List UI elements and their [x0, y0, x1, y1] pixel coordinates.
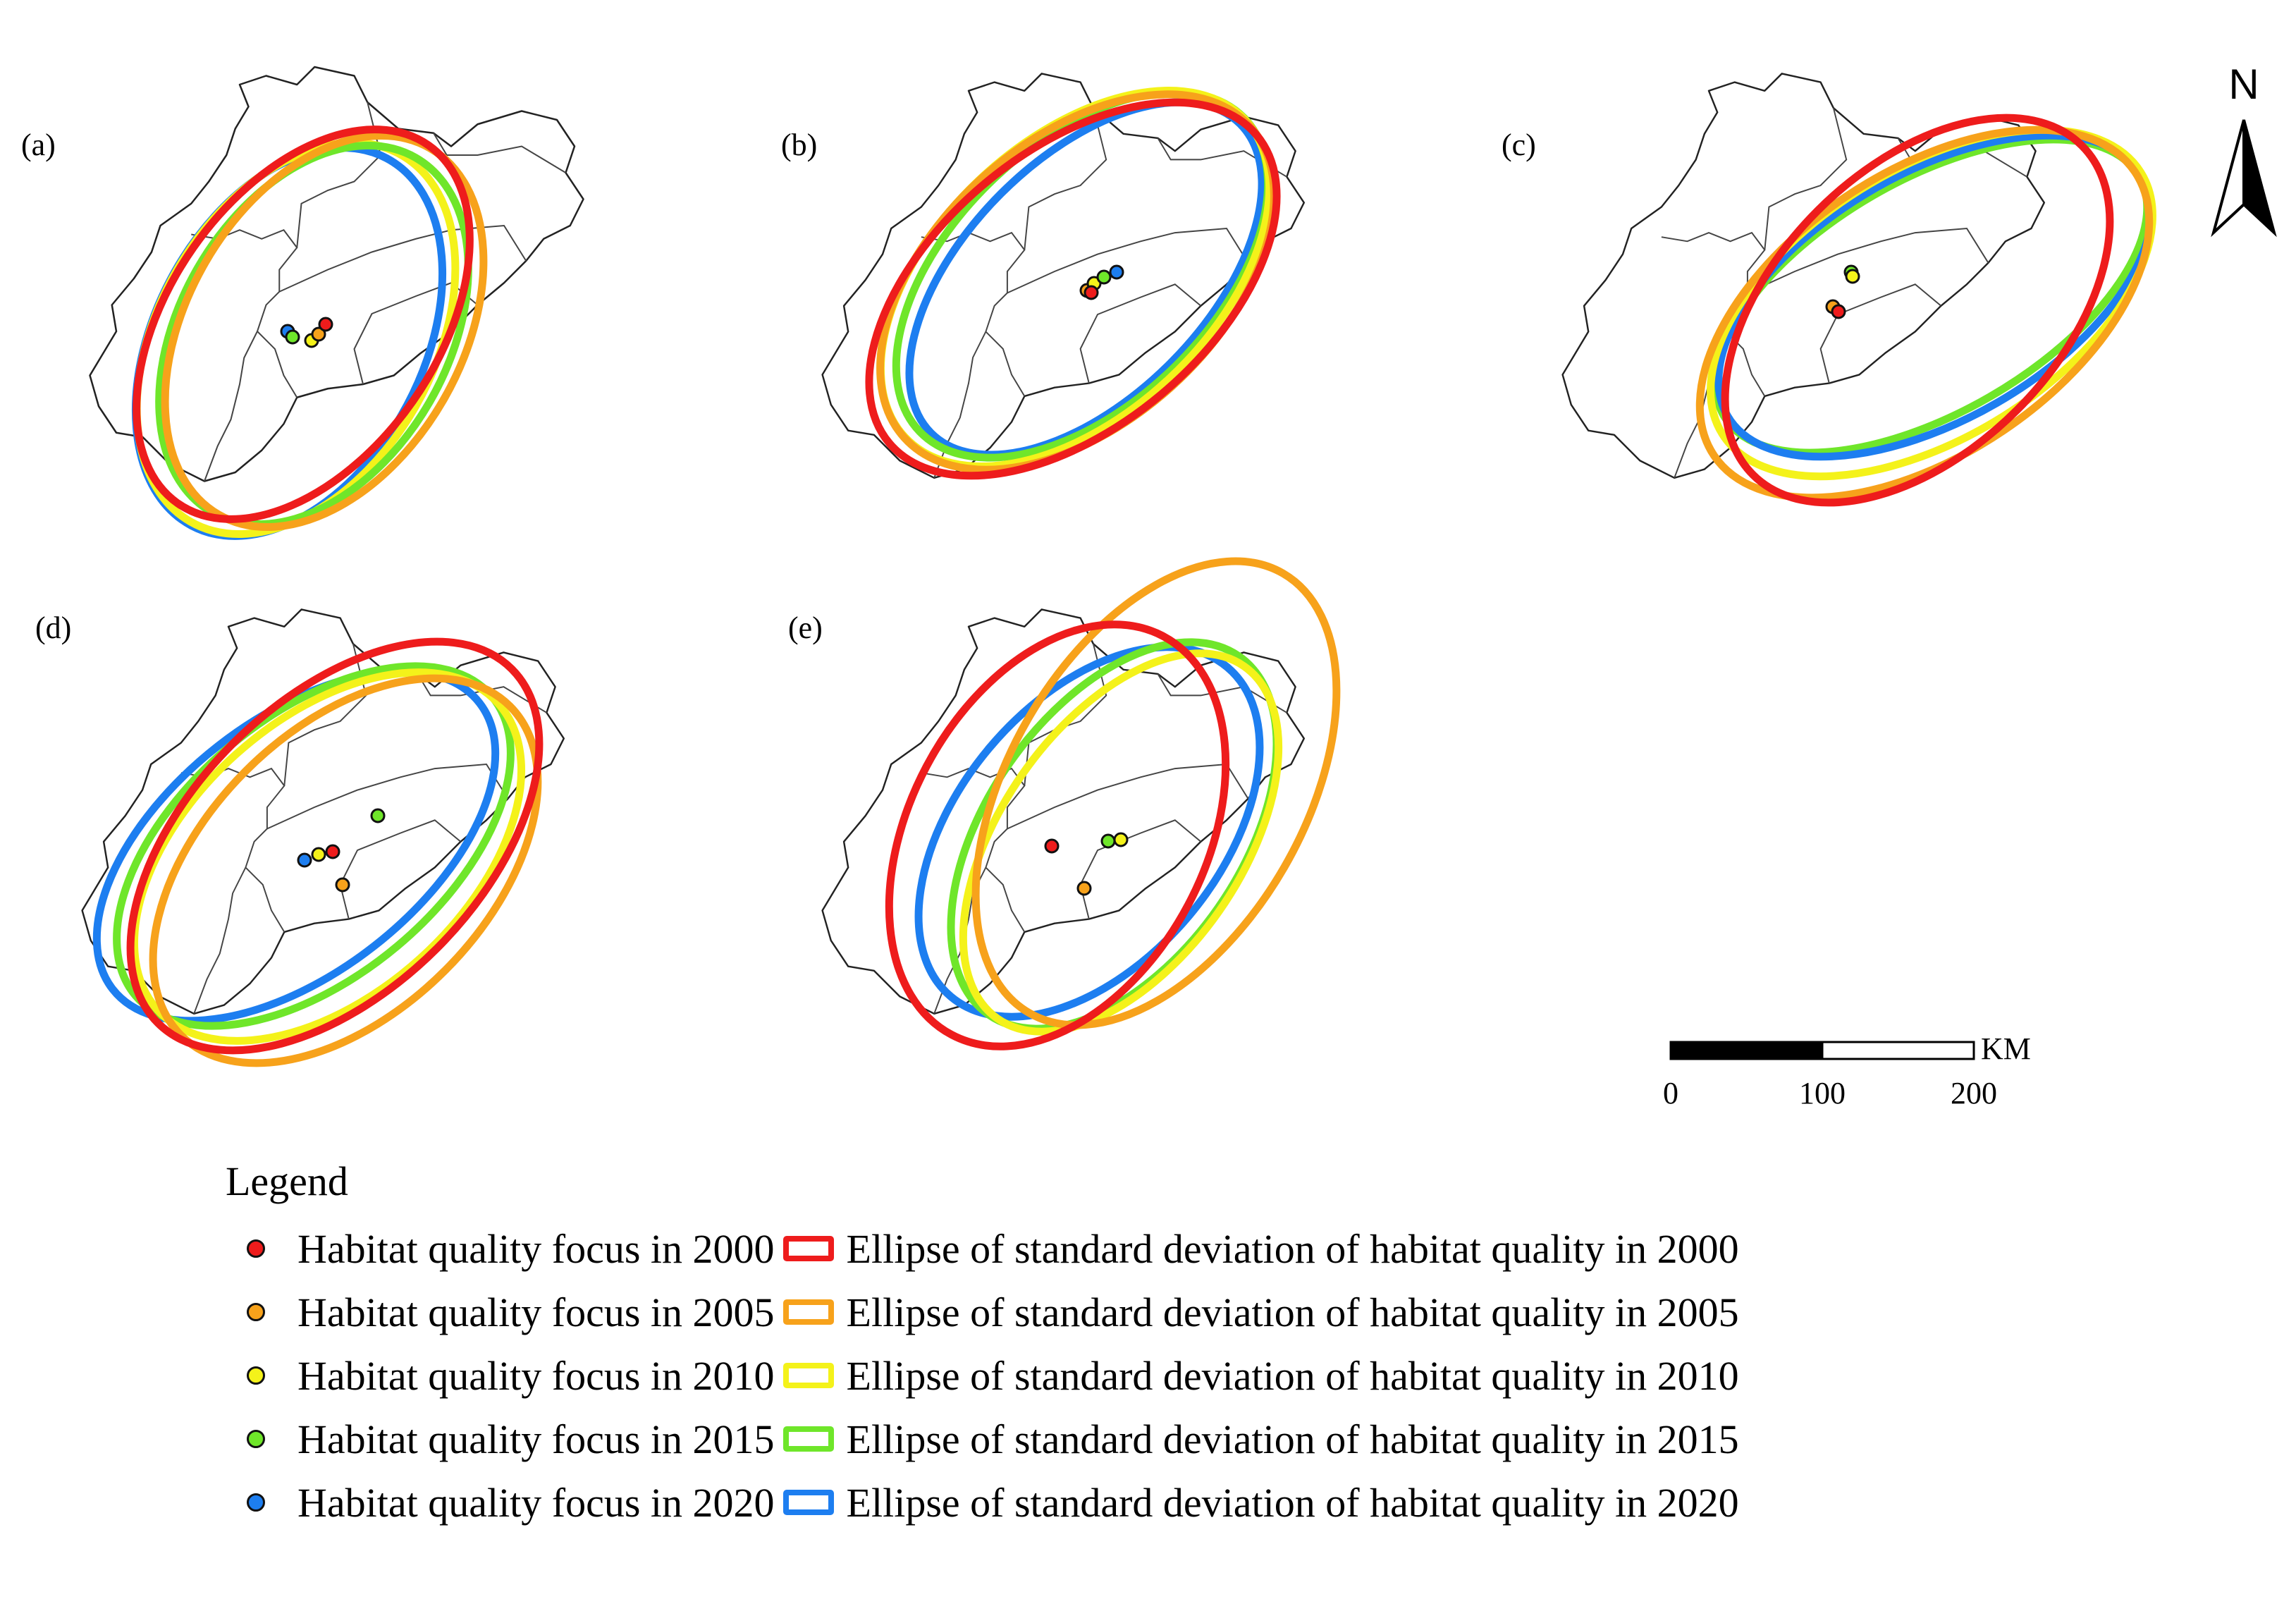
sd-ellipse-2000 — [885, 620, 1230, 1050]
legend-ellipse-label: Ellipse of standard deviation of habitat… — [846, 1479, 1739, 1526]
focus-point-2005 — [311, 326, 326, 342]
legend-point-swatch — [247, 1239, 265, 1258]
legend-row: Habitat quality focus in 2015 Ellipse of… — [226, 1407, 2058, 1471]
focus-points — [1825, 264, 1860, 319]
legend-point-label: Habitat quality focus in 2020 — [297, 1479, 775, 1526]
legend-point-swatch — [247, 1430, 265, 1448]
sd-ellipse-2005 — [1695, 125, 2154, 502]
legend-ellipse-swatch — [782, 1426, 834, 1452]
focus-point-2015 — [285, 329, 300, 345]
focus-point-2000 — [325, 844, 340, 859]
ellipse-group — [92, 637, 544, 1067]
scale-unit: KM — [1981, 1031, 2031, 1066]
panel-a: (a) — [21, 66, 584, 540]
focus-point-2000 — [1083, 285, 1099, 300]
focus-points — [1079, 264, 1124, 300]
focus-points — [297, 808, 386, 893]
focus-point-2000 — [318, 317, 333, 332]
panel-label-d: (d) — [35, 611, 71, 645]
sd-ellipse-2005 — [971, 557, 1341, 1029]
panel-d: (d) — [35, 608, 565, 1067]
sd-ellipse-2020 — [914, 643, 1264, 1021]
north-arrow-icon — [2211, 119, 2277, 238]
legend-point-label: Habitat quality focus in 2015 — [297, 1416, 775, 1462]
focus-point-2020 — [297, 852, 312, 868]
sd-ellipse-2010 — [959, 649, 1283, 1036]
north-label: N — [2228, 61, 2259, 108]
panel-label-a: (a) — [21, 128, 56, 162]
legend-ellipse-swatch — [782, 1490, 834, 1515]
legend-ellipse-label: Ellipse of standard deviation of habitat… — [846, 1416, 1739, 1462]
legend-title: Legend — [226, 1158, 348, 1204]
sd-ellipse-2010 — [130, 668, 526, 1045]
legend-ellipse-label: Ellipse of standard deviation of habitat… — [846, 1225, 1739, 1272]
panel-label-b: (b) — [781, 128, 817, 162]
focus-point-2005 — [335, 877, 350, 893]
legend-row: Habitat quality focus in 2010 Ellipse of… — [226, 1344, 2058, 1407]
sd-ellipse-2000 — [865, 98, 1281, 480]
legend-point-swatch — [247, 1493, 265, 1512]
legend-point-swatch — [247, 1366, 265, 1385]
legend-ellipse-swatch — [782, 1363, 834, 1388]
legend-row: Habitat quality focus in 2020 Ellipse of… — [226, 1471, 2058, 1534]
panel-c: (c) — [1502, 73, 2156, 507]
sd-ellipse-2000 — [126, 637, 544, 1055]
sd-ellipse-2010 — [876, 87, 1274, 470]
sd-ellipse-2005 — [876, 90, 1278, 474]
legend-point-label: Habitat quality focus in 2000 — [297, 1225, 775, 1272]
north-arrow: N — [2211, 61, 2277, 238]
sd-ellipse-2000 — [1721, 114, 2114, 507]
legend-row: Habitat quality focus in 2005 Ellipse of… — [226, 1280, 2058, 1344]
ellipse-group — [865, 87, 1281, 480]
scale-bar-white-segment — [1821, 1041, 1975, 1060]
focus-points — [280, 317, 333, 348]
panel-label-e: (e) — [788, 611, 823, 645]
scale-tick-label: 0 — [1663, 1076, 1678, 1110]
panel-label-c: (c) — [1502, 128, 1536, 162]
scale-bar-black-segment — [1669, 1041, 1824, 1060]
legend-ellipse-swatch — [782, 1236, 834, 1261]
legend-point-label: Habitat quality focus in 2010 — [297, 1352, 775, 1399]
scale-tick-label: 200 — [1951, 1076, 1997, 1110]
focus-point-2010 — [311, 847, 326, 862]
focus-point-2015 — [1100, 833, 1116, 849]
legend-ellipse-label: Ellipse of standard deviation of habitat… — [846, 1289, 1739, 1335]
focus-point-2015 — [1096, 269, 1112, 285]
legend: Legend Habitat quality focus in 2000 Ell… — [226, 1156, 2058, 1534]
sd-ellipse-2000 — [133, 125, 474, 523]
focus-point-2000 — [1831, 304, 1846, 319]
focus-point-2015 — [370, 808, 386, 823]
legend-point-label: Habitat quality focus in 2005 — [297, 1289, 775, 1335]
panel-e: (e) — [788, 557, 1341, 1050]
sd-ellipse-2020 — [92, 667, 500, 1025]
focus-point-2020 — [1109, 264, 1124, 280]
focus-point-2010 — [1113, 832, 1129, 847]
ellipse-group — [1695, 114, 2156, 507]
focus-point-2005 — [1076, 881, 1092, 896]
ellipse-group — [885, 557, 1341, 1050]
legend-ellipse-swatch — [782, 1299, 834, 1325]
legend-point-swatch — [247, 1303, 265, 1321]
focus-point-2010 — [1845, 269, 1860, 284]
legend-row: Habitat quality focus in 2000 Ellipse of… — [226, 1217, 2058, 1280]
ellipse-group — [131, 125, 488, 540]
scale-bar: KM 0 100 200 — [1663, 1031, 2031, 1110]
scale-tick-label: 100 — [1799, 1076, 1846, 1110]
panel-b: (b) — [781, 73, 1306, 480]
focus-points — [1044, 832, 1129, 896]
focus-point-2000 — [1044, 838, 1060, 854]
legend-ellipse-label: Ellipse of standard deviation of habitat… — [846, 1352, 1739, 1399]
